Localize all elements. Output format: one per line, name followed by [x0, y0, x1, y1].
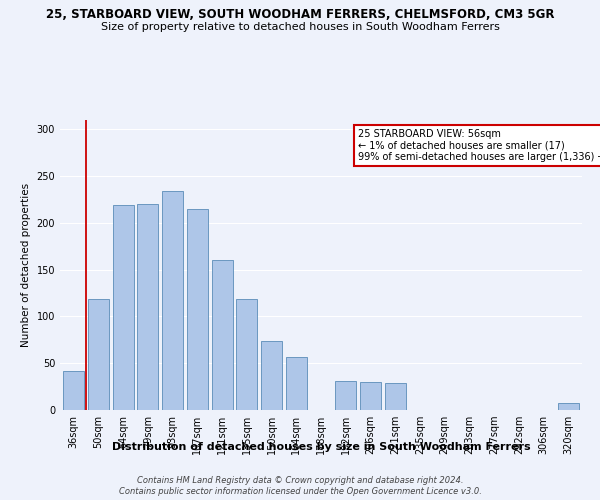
Bar — [113, 205, 134, 410]
Bar — [385, 383, 406, 410]
Bar — [88, 298, 109, 410]
Bar — [286, 356, 307, 410]
Text: 25 STARBOARD VIEW: 56sqm
← 1% of detached houses are smaller (17)
99% of semi-de: 25 STARBOARD VIEW: 56sqm ← 1% of detache… — [358, 128, 600, 162]
Text: Contains public sector information licensed under the Open Government Licence v3: Contains public sector information licen… — [119, 488, 481, 496]
Bar — [236, 298, 257, 410]
Bar — [558, 404, 579, 410]
Bar — [137, 204, 158, 410]
Bar — [212, 260, 233, 410]
Bar — [261, 341, 282, 410]
Bar — [162, 191, 183, 410]
Text: 25, STARBOARD VIEW, SOUTH WOODHAM FERRERS, CHELMSFORD, CM3 5GR: 25, STARBOARD VIEW, SOUTH WOODHAM FERRER… — [46, 8, 554, 20]
Bar — [63, 370, 84, 410]
Bar — [335, 381, 356, 410]
Y-axis label: Number of detached properties: Number of detached properties — [21, 183, 31, 347]
Bar — [360, 382, 381, 410]
Text: Distribution of detached houses by size in South Woodham Ferrers: Distribution of detached houses by size … — [112, 442, 530, 452]
Text: Size of property relative to detached houses in South Woodham Ferrers: Size of property relative to detached ho… — [101, 22, 499, 32]
Bar — [187, 209, 208, 410]
Text: Contains HM Land Registry data © Crown copyright and database right 2024.: Contains HM Land Registry data © Crown c… — [137, 476, 463, 485]
